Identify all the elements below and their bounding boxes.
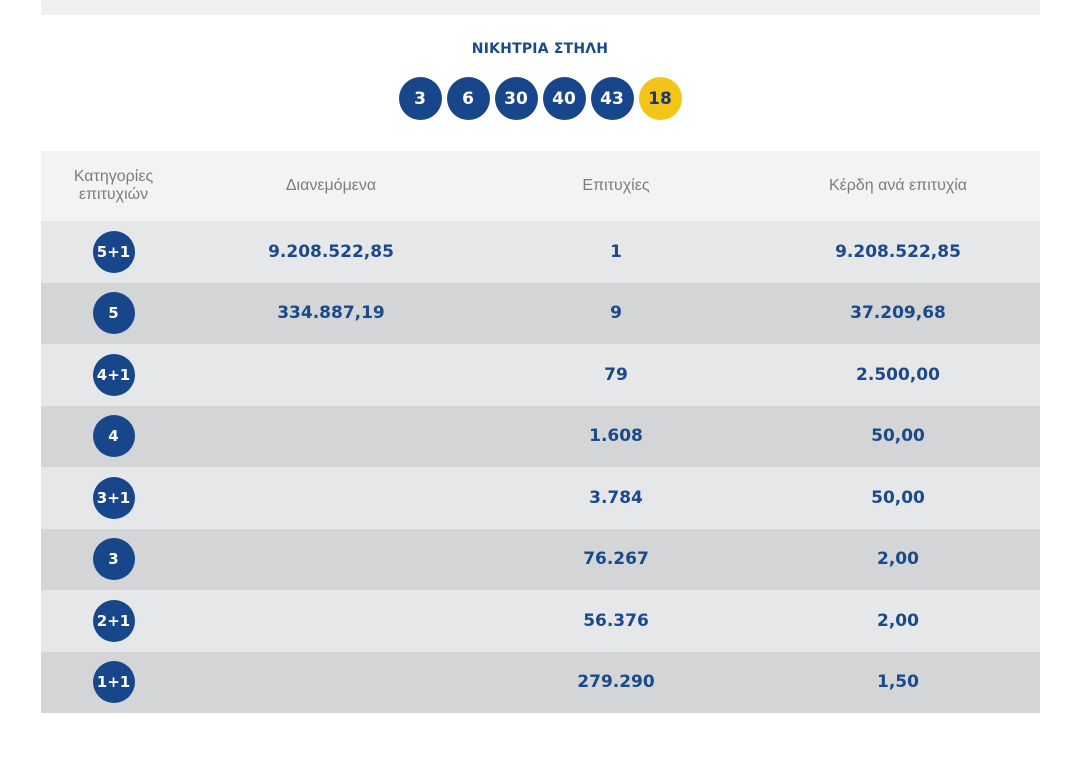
distributed-cell: 9.208.522,85 xyxy=(268,241,394,262)
number-ball: 40 xyxy=(542,77,586,120)
winning-column-title: ΝΙΚΗΤΡΙΑ ΣΤΗΛΗ xyxy=(471,41,609,57)
prize-cell: 2,00 xyxy=(877,610,919,631)
header-winners: Επιτυχίες xyxy=(582,177,650,194)
header-category: Κατηγορίες επιτυχιών xyxy=(73,168,154,203)
number-ball: 30 xyxy=(494,77,538,120)
table-row: 5 334.887,19 9 37.209,68 xyxy=(41,282,1040,344)
prize-cell: 9.208.522,85 xyxy=(835,241,961,262)
category-badge: 2+1 xyxy=(92,599,135,642)
winning-numbers: 3 6 30 40 43 18 xyxy=(0,77,1080,120)
prize-cell: 50,00 xyxy=(871,426,925,447)
category-badge: 4+1 xyxy=(92,353,135,396)
winners-cell: 9 xyxy=(610,303,622,324)
table-row: 4 1.608 50,00 xyxy=(41,405,1040,467)
header-prize: Κέρδη ανά επιτυχία xyxy=(828,177,968,194)
number-ball: 43 xyxy=(590,77,634,120)
table-row: 2+1 56.376 2,00 xyxy=(41,590,1040,652)
prize-cell: 2.500,00 xyxy=(856,364,940,385)
table-row: 5+1 9.208.522,85 1 9.208.522,85 xyxy=(41,221,1040,283)
number-ball: 3 xyxy=(398,77,442,120)
winners-cell: 279.290 xyxy=(577,672,655,693)
table-header: Κατηγορίες επιτυχιών Διανεμόμενα Επιτυχί… xyxy=(41,151,1040,221)
category-badge: 3+1 xyxy=(92,476,135,519)
table-row: 1+1 279.290 1,50 xyxy=(41,651,1040,713)
top-header-strip xyxy=(41,0,1040,15)
winners-cell: 79 xyxy=(604,364,628,385)
bonus-ball: 18 xyxy=(638,77,682,120)
category-badge: 3 xyxy=(92,538,135,581)
prize-cell: 37.209,68 xyxy=(850,303,946,324)
winners-cell: 3.784 xyxy=(589,487,643,508)
prize-cell: 50,00 xyxy=(871,487,925,508)
winners-cell: 76.267 xyxy=(583,549,649,570)
table-row: 4+1 79 2.500,00 xyxy=(41,344,1040,406)
category-badge: 1+1 xyxy=(92,661,135,704)
category-badge: 5+1 xyxy=(92,230,135,273)
winners-cell: 1.608 xyxy=(589,426,643,447)
winners-cell: 56.376 xyxy=(583,610,649,631)
category-badge: 4 xyxy=(92,415,135,458)
table-row: 3 76.267 2,00 xyxy=(41,528,1040,590)
number-ball: 6 xyxy=(446,77,490,120)
prize-table: Κατηγορίες επιτυχιών Διανεμόμενα Επιτυχί… xyxy=(41,151,1040,713)
header-distributed: Διανεμόμενα xyxy=(285,177,377,194)
prize-cell: 2,00 xyxy=(877,549,919,570)
distributed-cell: 334.887,19 xyxy=(277,303,385,324)
category-badge: 5 xyxy=(92,292,135,335)
prize-cell: 1,50 xyxy=(877,672,919,693)
winners-cell: 1 xyxy=(610,241,622,262)
table-row: 3+1 3.784 50,00 xyxy=(41,467,1040,529)
